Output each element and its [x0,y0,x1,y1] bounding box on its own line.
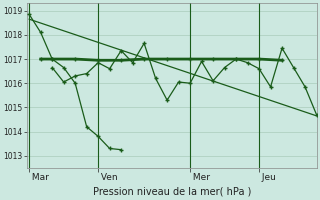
X-axis label: Pression niveau de la mer( hPa ): Pression niveau de la mer( hPa ) [92,187,251,197]
